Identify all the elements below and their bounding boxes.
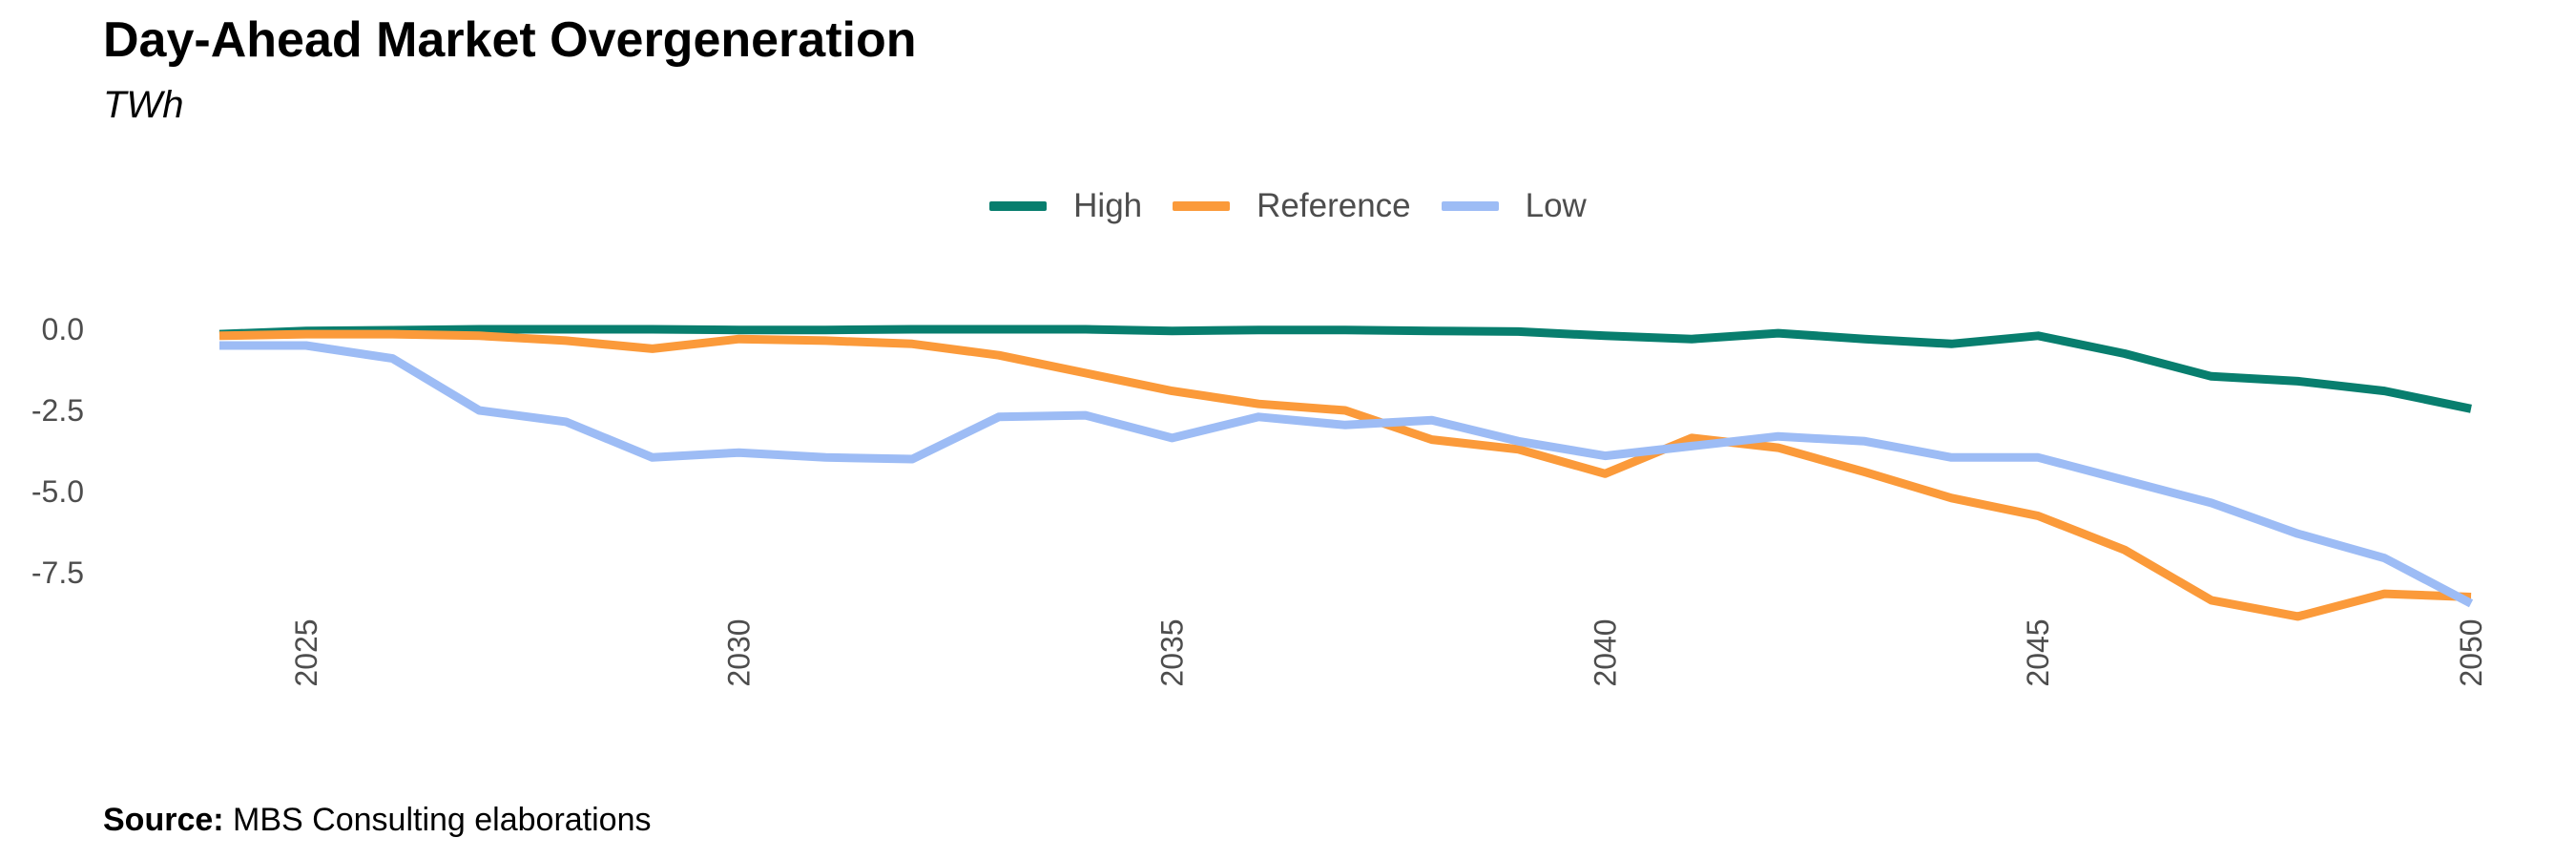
legend: High Reference Low: [0, 187, 2576, 225]
source-text: MBS Consulting elaborations: [223, 802, 652, 838]
series-line-reference: [218, 329, 2472, 621]
legend-item-high: High: [989, 187, 1142, 225]
legend-item-reference: Reference: [1173, 187, 1411, 225]
legend-swatch: [1173, 201, 1231, 211]
x-axis: 2025 2030 2035 2040 2045 2050: [289, 618, 2488, 686]
source-label: Source:: [103, 802, 224, 838]
series-lines: [218, 325, 2474, 621]
x-tick-label: 2025: [289, 618, 323, 686]
x-tick-label: 2050: [2454, 618, 2488, 686]
chart-subtitle: TWh: [103, 84, 184, 126]
chart-title: Day-Ahead Market Overgeneration: [103, 12, 917, 68]
legend-swatch: [1441, 201, 1499, 211]
legend-label: Reference: [1257, 187, 1411, 224]
legend-label: High: [1073, 187, 1143, 224]
y-tick-label: -5.0: [31, 474, 84, 509]
y-axis: 0.0 -2.5 -5.0 -7.5: [31, 312, 84, 590]
source-note: Source: MBS Consulting elaborations: [103, 802, 652, 839]
legend-swatch: [989, 201, 1048, 211]
x-tick-label: 2030: [722, 618, 757, 686]
series-line-high: [218, 325, 2472, 413]
x-tick-label: 2045: [2021, 618, 2055, 686]
y-tick-label: 0.0: [42, 312, 84, 346]
x-tick-label: 2040: [1588, 618, 1622, 686]
series-line-low: [219, 341, 2474, 608]
y-tick-label: -2.5: [31, 393, 84, 428]
x-tick-label: 2035: [1154, 618, 1189, 686]
y-tick-label: -7.5: [31, 555, 84, 590]
legend-item-low: Low: [1441, 187, 1587, 225]
legend-label: Low: [1525, 187, 1587, 224]
